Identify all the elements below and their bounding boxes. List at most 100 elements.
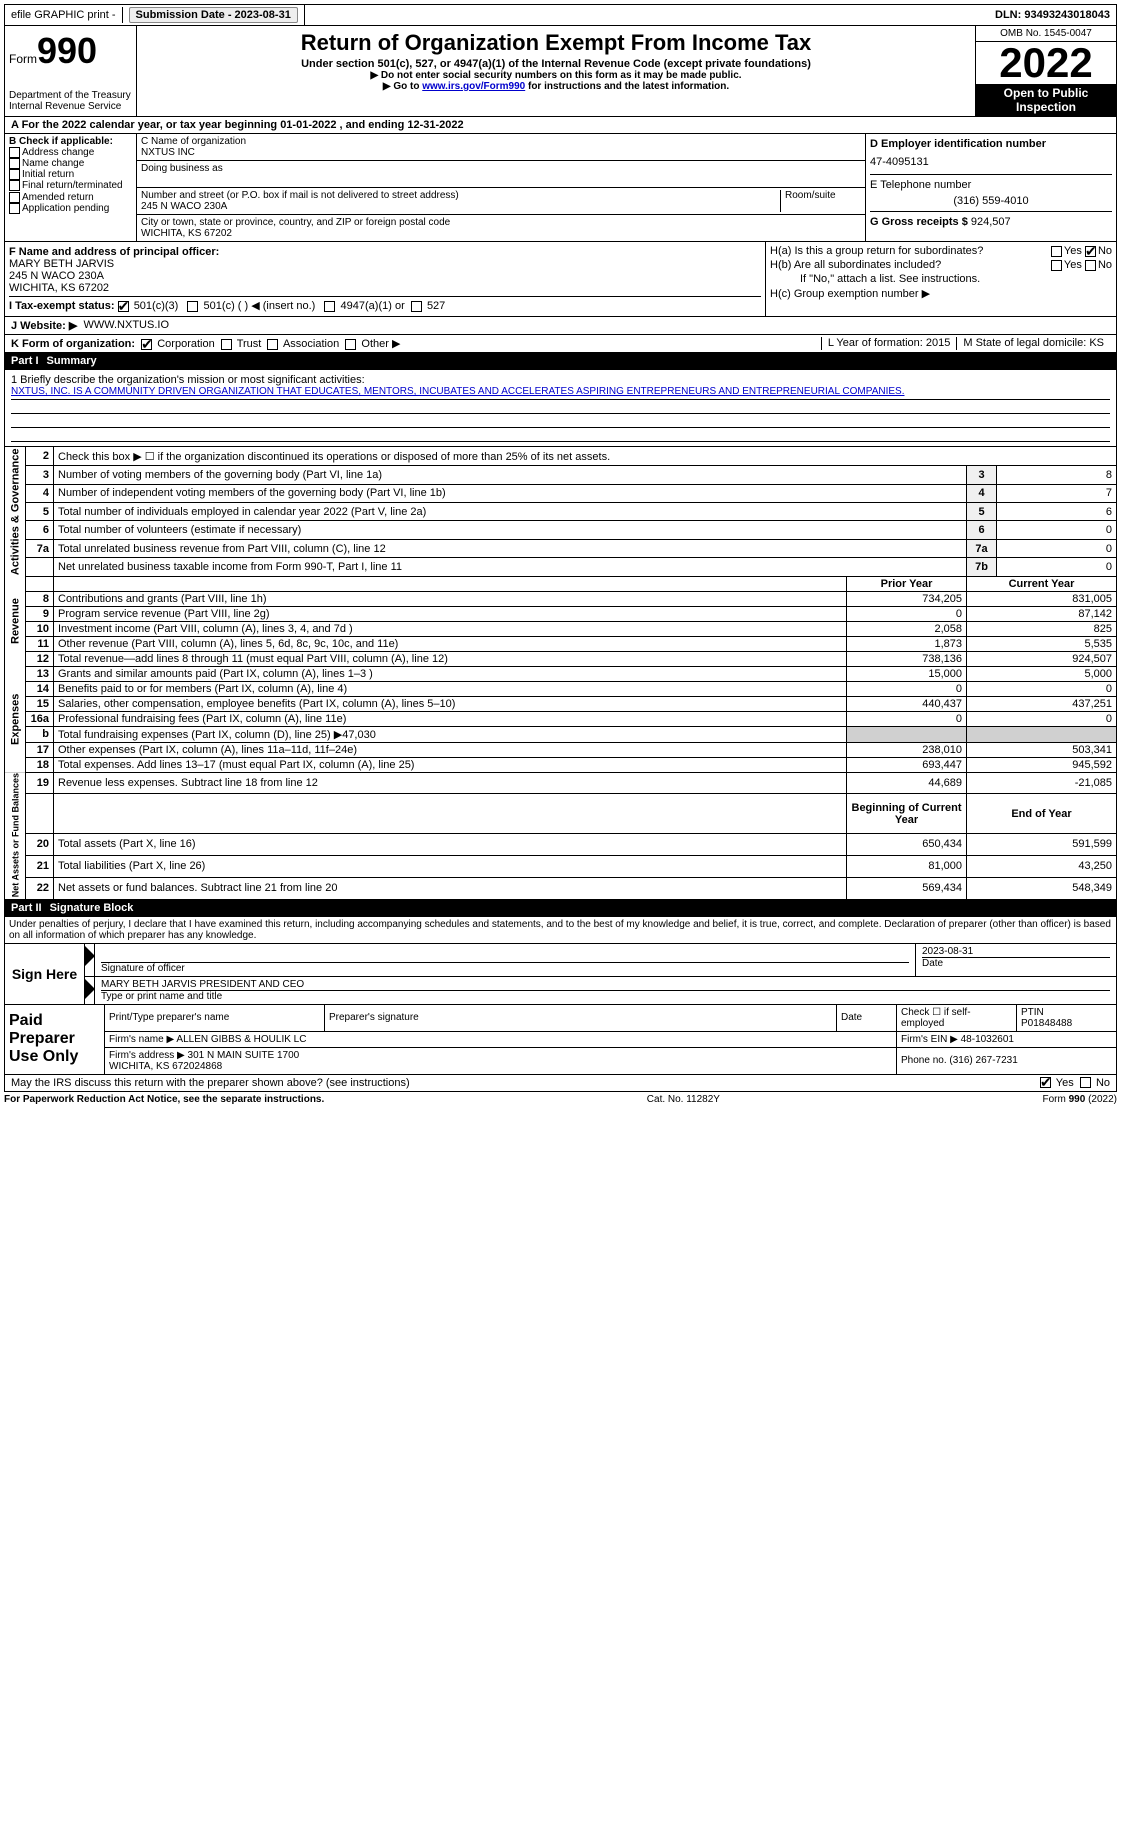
declaration-text: Under penalties of perjury, I declare th… — [4, 917, 1117, 944]
ck-501c[interactable] — [187, 301, 198, 312]
col-b-title: B Check if applicable: — [9, 136, 113, 147]
firm-ein: 48-1032601 — [961, 1034, 1014, 1045]
mission-block: 1 Briefly describe the organization's mi… — [4, 370, 1117, 447]
paid-preparer-label: Paid Preparer Use Only — [5, 1005, 105, 1075]
ck-pending[interactable] — [9, 203, 20, 214]
efile-label: efile GRAPHIC print - — [5, 7, 123, 23]
ck-initial[interactable] — [9, 169, 20, 180]
ck-discuss-yes[interactable] — [1040, 1077, 1051, 1088]
top-bar: efile GRAPHIC print - Submission Date - … — [4, 4, 1117, 26]
street-address: 245 N WACO 230A — [141, 201, 776, 212]
hdr-current: Current Year — [967, 576, 1117, 591]
sign-here-label: Sign Here — [5, 944, 85, 1004]
ck-corp[interactable] — [141, 339, 152, 350]
prep-date-label: Date — [837, 1005, 897, 1032]
part2-header: Part II Signature Block — [4, 900, 1117, 917]
summary-table: Activities & Governance 2Check this box … — [4, 447, 1117, 900]
ck-ha-yes[interactable] — [1051, 246, 1062, 257]
ck-trust[interactable] — [221, 339, 232, 350]
officer-addr2: WICHITA, KS 67202 — [9, 282, 109, 294]
year-formation: L Year of formation: 2015 — [822, 337, 958, 350]
may-discuss: May the IRS discuss this return with the… — [11, 1077, 410, 1089]
part1-header: Part I Summary — [4, 353, 1117, 370]
ck-hb-no[interactable] — [1085, 260, 1096, 271]
page-footer: For Paperwork Reduction Act Notice, see … — [4, 1092, 1117, 1107]
ha-label: H(a) Is this a group return for subordin… — [770, 245, 983, 257]
form-number: 990 — [37, 30, 97, 71]
ck-other[interactable] — [345, 339, 356, 350]
hb-note: If "No," attach a list. See instructions… — [770, 272, 1112, 286]
side-netassets: Net Assets or Fund Balances — [5, 772, 26, 899]
ptin-value: P01848488 — [1021, 1018, 1072, 1029]
officer-addr1: 245 N WACO 230A — [9, 270, 104, 282]
firm-ein-label: Firm's EIN ▶ — [901, 1034, 958, 1045]
gross-label: G Gross receipts $ — [870, 216, 968, 228]
ck-527[interactable] — [411, 301, 422, 312]
ck-amended[interactable] — [9, 192, 20, 203]
footer-cat: Cat. No. 11282Y — [647, 1094, 720, 1105]
ck-assoc[interactable] — [267, 339, 278, 350]
ck-final[interactable] — [9, 180, 20, 191]
irs-link[interactable]: www.irs.gov/Form990 — [422, 81, 525, 92]
firm-name: ALLEN GIBBS & HOULIK LC — [176, 1034, 306, 1045]
submission-btn[interactable]: Submission Date - 2023-08-31 — [129, 7, 298, 23]
hdr-end: End of Year — [967, 794, 1117, 833]
hb-label: H(b) Are all subordinates included? — [770, 259, 941, 271]
sig-date: 2023-08-31 — [922, 946, 1110, 957]
side-expenses: Expenses — [5, 666, 26, 772]
side-governance: Activities & Governance — [5, 447, 26, 576]
note-goto-pre: ▶ Go to — [383, 81, 422, 92]
addr-label: Number and street (or P.O. box if mail i… — [141, 190, 776, 201]
note-goto-post: for instructions and the latest informat… — [525, 81, 729, 92]
ck-4947[interactable] — [324, 301, 335, 312]
ck-hb-yes[interactable] — [1051, 260, 1062, 271]
footer-right: Form 990 (2022) — [1043, 1094, 1117, 1105]
side-revenue: Revenue — [5, 576, 26, 666]
org-name: NXTUS INC — [141, 147, 861, 158]
dept-label: Department of the Treasury Internal Reve… — [9, 90, 132, 112]
hdr-beginning: Beginning of Current Year — [847, 794, 967, 833]
website-label: J Website: ▶ — [11, 319, 77, 332]
website-value: WWW.NXTUS.IO — [83, 319, 169, 332]
print-name-label: Print/Type preparer's name — [105, 1005, 325, 1032]
ein-value: 47-4095131 — [870, 150, 1112, 174]
dln: DLN: 93493243018043 — [989, 7, 1116, 23]
ck-ha-no[interactable] — [1085, 246, 1096, 257]
ptin-label: PTIN — [1021, 1007, 1044, 1018]
sig-date-label: Date — [922, 957, 1110, 969]
room-label: Room/suite — [781, 190, 861, 212]
form-title: Return of Organization Exempt From Incom… — [139, 30, 973, 56]
note-ssn: ▶ Do not enter social security numbers o… — [139, 70, 973, 81]
form-header: Form990 Department of the Treasury Inter… — [4, 26, 1117, 117]
mission-text: NXTUS, INC. IS A COMMUNITY DRIVEN ORGANI… — [11, 386, 1110, 400]
ck-address[interactable] — [9, 147, 20, 158]
tax-status-label: I Tax-exempt status: — [9, 300, 115, 312]
ein-label: D Employer identification number — [870, 138, 1046, 150]
city-label: City or town, state or province, country… — [141, 217, 861, 228]
ck-discuss-no[interactable] — [1080, 1077, 1091, 1088]
phone-value: (316) 559-4010 — [870, 191, 1112, 211]
ck-501c3[interactable] — [118, 301, 129, 312]
name-title-label: Type or print name and title — [101, 990, 1110, 1002]
footer-left: For Paperwork Reduction Act Notice, see … — [4, 1094, 324, 1105]
sig-officer-label: Signature of officer — [101, 962, 909, 974]
firm-name-label: Firm's name ▶ — [109, 1034, 174, 1045]
paid-preparer-table: Paid Preparer Use Only Print/Type prepar… — [4, 1005, 1117, 1075]
state-domicile: M State of legal domicile: KS — [957, 337, 1110, 350]
hdr-prior: Prior Year — [847, 576, 967, 591]
col-b-checkboxes: B Check if applicable: Address change Na… — [5, 134, 137, 241]
ck-name[interactable] — [9, 158, 20, 169]
firm-addr-label: Firm's address ▶ — [109, 1050, 185, 1061]
hc-label: H(c) Group exemption number ▶ — [770, 286, 1112, 301]
triangle-icon — [85, 979, 95, 999]
gross-value: 924,507 — [971, 216, 1011, 228]
form-word: Form — [9, 52, 37, 66]
firm-phone-label: Phone no. — [901, 1055, 947, 1066]
row-a: A For the 2022 calendar year, or tax yea… — [4, 117, 1117, 134]
officer-name-sig: MARY BETH JARVIS PRESIDENT AND CEO — [101, 979, 1110, 990]
firm-phone: (316) 267-7231 — [949, 1055, 1017, 1066]
tax-year: 2022 — [976, 42, 1116, 84]
dba-label: Doing business as — [141, 163, 861, 174]
officer-name: MARY BETH JARVIS — [9, 258, 114, 270]
phone-label: E Telephone number — [870, 179, 971, 191]
